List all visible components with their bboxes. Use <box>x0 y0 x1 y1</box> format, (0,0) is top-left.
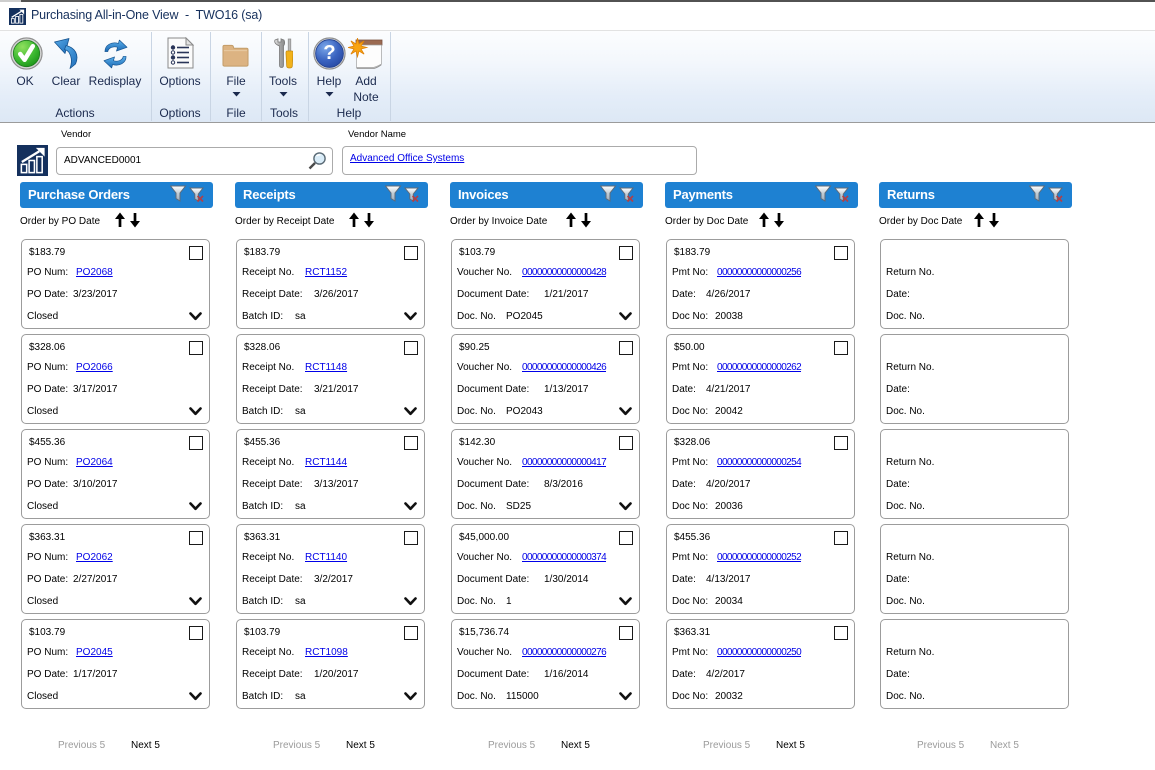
svg-text:?: ? <box>323 42 335 64</box>
